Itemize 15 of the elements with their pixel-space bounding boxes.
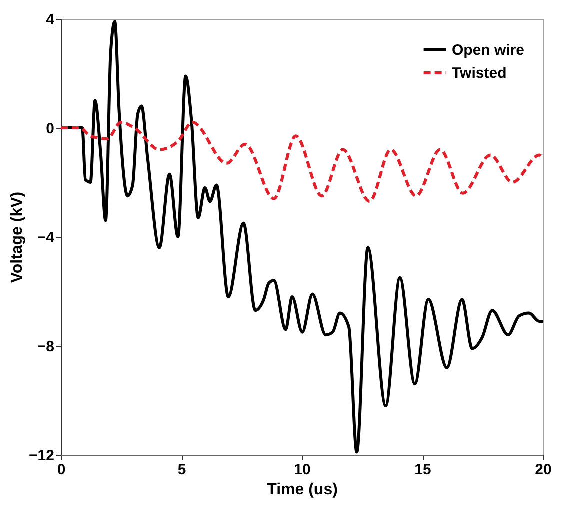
line-series (61, 121, 543, 204)
legend-label: Open wire (452, 42, 525, 59)
x-tick-label: 5 (178, 462, 186, 478)
y-tick-label: −4 (37, 230, 56, 246)
x-tick-label: 15 (414, 462, 432, 478)
x-tick-label: 0 (57, 462, 66, 478)
y-tick-label: −12 (29, 448, 54, 464)
x-tick-label: 10 (294, 462, 311, 478)
legend-label: Twisted (452, 65, 507, 82)
x-tick-label: 20 (535, 462, 552, 478)
y-axis-title: Voltage (kV) (9, 192, 26, 284)
y-tick-label: 0 (46, 120, 54, 138)
y-tick-label: 4 (46, 12, 56, 28)
x-axis-title: Time (us) (267, 482, 338, 498)
y-tick-label: −8 (37, 338, 54, 356)
